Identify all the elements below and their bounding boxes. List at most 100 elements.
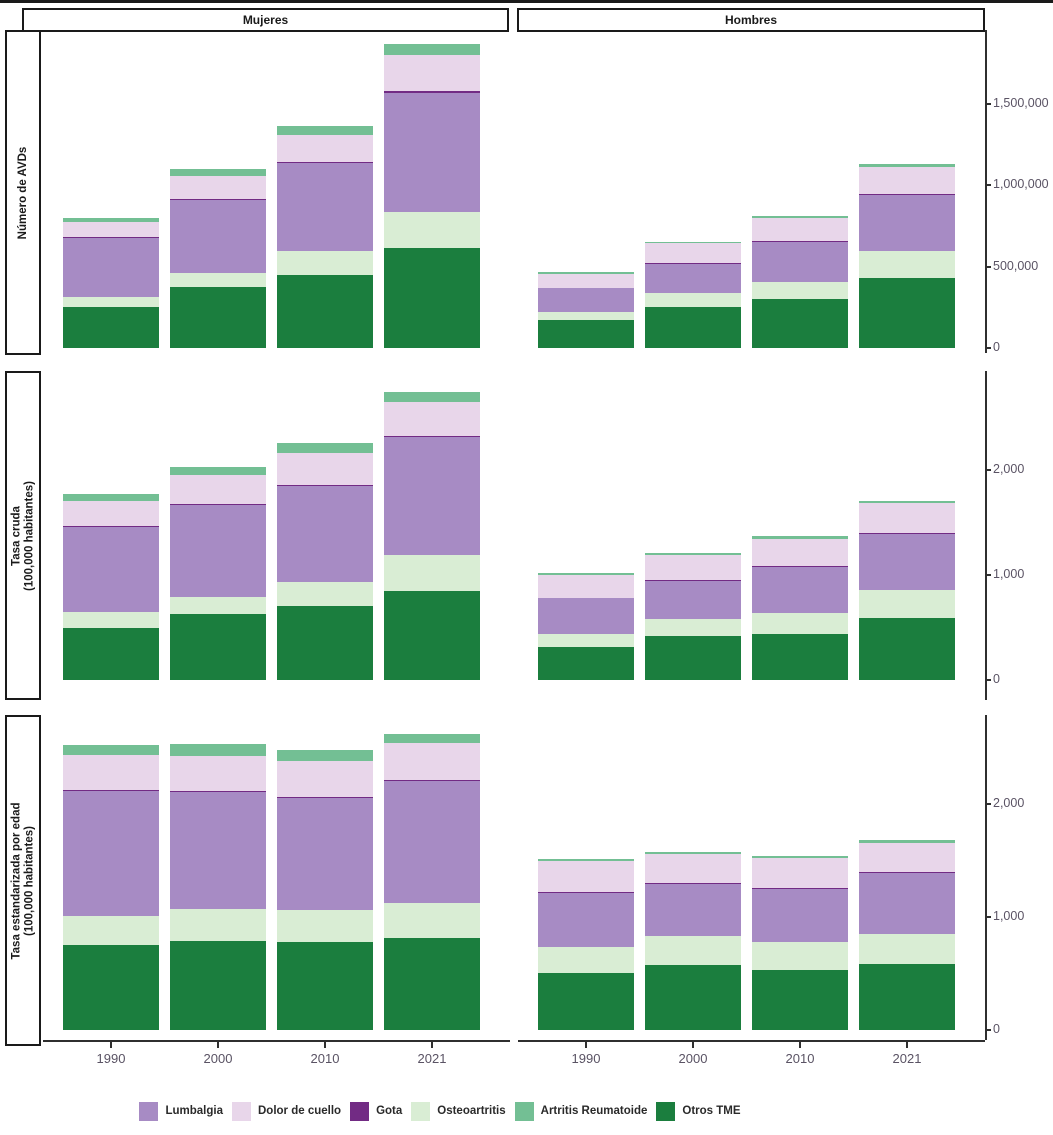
legend-swatch-gota [350,1101,370,1121]
bar-segment-artritis-reumatoide [63,217,159,223]
bar-segment-lumbalgia [384,92,480,213]
bar-segment-lumbalgia [384,437,480,556]
bar-segment-otros-tme [384,590,480,680]
bar-segment-dolor-de-cuello [538,273,634,288]
bar-segment-otros-tme [170,940,266,1030]
bar-segment-lumbalgia [859,533,955,590]
bar-segment-artritis-reumatoide [63,744,159,755]
bar-segment-artritis-reumatoide [752,855,848,858]
bar-segment-artritis-reumatoide [170,743,266,756]
row-strip-label: Tasa cruda (100,000 habitantes) [11,481,36,591]
bar-segment-otros-tme [859,618,955,680]
bar-segment-gota [277,161,373,164]
bar-segment-gota [170,198,266,201]
legend-swatch-osteoartritis [411,1101,431,1121]
x-axis-year-label: 2010 [785,1051,815,1066]
strip-label-line: Tasa cruda [10,505,23,566]
bar-segment-osteoartritis [538,947,634,974]
bar-segment-otros-tme [277,941,373,1030]
bar-segment-lumbalgia [384,780,480,903]
bar-segment-otros-tme [538,646,634,680]
bar-segment-gota [859,532,955,534]
bar-segment-artritis-reumatoide [538,859,634,862]
bar-segment-gota [384,779,480,781]
bar-segment-dolor-de-cuello [63,501,159,526]
bar-segment-gota [645,262,741,265]
y-axis-tick-label: 500,000 [993,258,1039,273]
bar-segment-otros-tme [859,278,955,348]
x-axis-year-label: 2010 [310,1051,340,1066]
legend-label: Dolor de cuello [257,1105,342,1117]
legend-label: Artritis Reumatoide [540,1105,648,1117]
legend-swatch-lumbalgia [139,1101,159,1121]
x-axis-line [43,1040,510,1042]
y-axis-tick-label: 1,000 [993,567,1025,581]
bar-segment-osteoartritis [277,581,373,607]
bar-segment-otros-tme [384,248,480,348]
top-border-rule [0,0,1053,3]
bar-segment-otros-tme [752,299,848,348]
bar-segment-artritis-reumatoide [170,169,266,177]
bar-segment-osteoartritis [752,613,848,634]
bar-segment-osteoartritis [170,596,266,615]
facet-header-mujeres: Mujeres [22,8,509,32]
bar-segment-dolor-de-cuello [859,842,955,872]
bar-segment-otros-tme [538,973,634,1030]
y-axis-tick [985,347,991,349]
strip-label-line: (100,000 habitantes) [23,480,35,591]
bar-segment-dolor-de-cuello [752,218,848,242]
bar-segment-dolor-de-cuello [277,760,373,797]
bar-segment-otros-tme [384,938,480,1030]
x-axis-year-label: 1990 [96,1051,126,1066]
bar-segment-artritis-reumatoide [277,443,373,454]
x-axis-year-label: 2000 [678,1051,708,1066]
bar-segment-gota [645,882,741,884]
bar-segment-otros-tme [752,969,848,1030]
strip-label-line: Número de AVDs [16,146,29,239]
bar-segment-osteoartritis [384,212,480,249]
x-axis-year-label: 2000 [203,1051,233,1066]
bar-segment-otros-tme [63,307,159,348]
bar-segment-artritis-reumatoide [752,216,848,219]
x-axis-year-label: 2021 [417,1051,447,1066]
bar-segment-dolor-de-cuello [170,474,266,505]
y-axis-line [985,371,987,700]
bar-segment-gota [752,565,848,568]
bar-segment-artritis-reumatoide [645,241,741,244]
bar-segment-dolor-de-cuello [170,755,266,791]
bar-segment-osteoartritis [752,941,848,970]
bar-segment-osteoartritis [645,293,741,308]
bar-segment-dolor-de-cuello [859,166,955,195]
facet-header-hombres: Hombres [517,8,985,32]
bar-segment-lumbalgia [752,567,848,614]
bar-segment-osteoartritis [752,282,848,300]
bar-segment-gota [170,790,266,792]
bar-segment-lumbalgia [538,288,634,313]
legend-swatch-artritis-reumatoide [514,1101,534,1121]
legend-swatch-dolor-de-cuello [231,1101,251,1121]
strip-label-line: Tasa estandarizada por edad [10,801,23,960]
bar-segment-lumbalgia [859,872,955,934]
bar-segment-gota [63,789,159,791]
y-axis-tick [985,574,991,576]
facet-header-hombres-label: Hombres [724,13,777,27]
bar-segment-lumbalgia [170,200,266,274]
bar-segment-osteoartritis [859,933,955,964]
legend-label: Gota [376,1105,403,1117]
bar-segment-osteoartritis [277,909,373,942]
y-axis-tick-label: 1,000,000 [993,177,1049,191]
bar-segment-lumbalgia [277,798,373,910]
bar-segment-artritis-reumatoide [63,494,159,502]
bar-segment-artritis-reumatoide [859,501,955,504]
bar-segment-dolor-de-cuello [277,135,373,162]
bar-segment-dolor-de-cuello [538,861,634,893]
x-axis-line [518,1040,985,1042]
bar-segment-gota [384,91,480,93]
bar-segment-otros-tme [645,307,741,348]
bar-segment-osteoartritis [170,273,266,288]
bar-segment-artritis-reumatoide [538,271,634,274]
legend-item-osteoartritis: Osteoartritis [411,1101,506,1121]
bar-segment-lumbalgia [752,888,848,942]
bar-segment-artritis-reumatoide [384,391,480,402]
